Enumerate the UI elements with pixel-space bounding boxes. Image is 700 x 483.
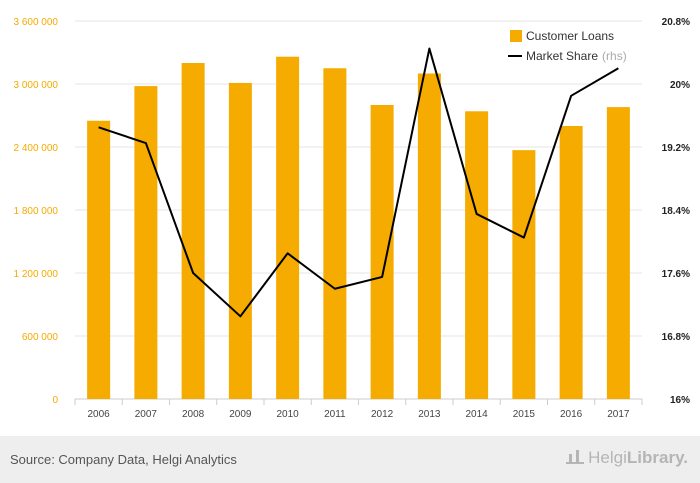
x-tick-label: 2016 bbox=[560, 409, 583, 420]
bar-customer-loans bbox=[559, 126, 583, 399]
x-tick-label: 2015 bbox=[513, 409, 536, 420]
bar-chart-icon bbox=[566, 448, 585, 464]
left-tick-label: 2 400 000 bbox=[14, 143, 59, 154]
bar-customer-loans bbox=[181, 63, 205, 399]
x-tick-label: 2007 bbox=[135, 409, 158, 420]
bars bbox=[87, 56, 630, 400]
left-axis: 0 600 000 1 200 000 1 800 000 2 400 000 3 000… bbox=[14, 17, 59, 406]
grid bbox=[75, 20, 642, 400]
legend-swatch-customer-loans bbox=[510, 30, 522, 42]
bar-customer-loans bbox=[323, 68, 347, 399]
legend-label-market-share-text: Market Share bbox=[526, 49, 598, 63]
right-tick-label: 20% bbox=[670, 80, 690, 91]
x-tick-label: 2006 bbox=[88, 409, 111, 420]
right-tick-label: 17.6% bbox=[662, 269, 690, 280]
left-tick-label: 1 200 000 bbox=[14, 269, 59, 280]
legend: Customer Loans Market Share (rhs) bbox=[508, 29, 627, 63]
x-tick-label: 2017 bbox=[607, 409, 630, 420]
x-tick-label: 2008 bbox=[182, 409, 205, 420]
right-tick-label: 18.4% bbox=[662, 206, 690, 217]
line-market-share bbox=[98, 47, 619, 318]
left-tick-label: 1 800 000 bbox=[14, 206, 59, 217]
bar-customer-loans bbox=[512, 150, 536, 399]
left-tick-label: 3 600 000 bbox=[14, 17, 59, 28]
right-tick-label: 19.2% bbox=[662, 143, 690, 154]
x-tick-label: 2012 bbox=[371, 409, 394, 420]
market-share-line bbox=[98, 47, 619, 318]
x-tick-label: 2010 bbox=[277, 409, 300, 420]
bar-customer-loans bbox=[465, 111, 489, 400]
right-axis: 16% 16.8% 17.6% 18.4% 19.2% 20% 20.8% bbox=[662, 17, 690, 406]
bar-customer-loans bbox=[276, 56, 300, 399]
bar-customer-loans bbox=[134, 86, 158, 399]
bar-customer-loans bbox=[228, 82, 252, 399]
x-tick-label: 2009 bbox=[229, 409, 252, 420]
logo-text-light: Helgi bbox=[588, 448, 627, 467]
logo-text-bold: Library. bbox=[626, 448, 688, 467]
legend-label-market-share: Market Share (rhs) bbox=[526, 49, 627, 63]
chart: 0 600 000 1 200 000 1 800 000 2 400 000 3 000… bbox=[14, 17, 691, 420]
x-tick-label: 2014 bbox=[466, 409, 489, 420]
bar-customer-loans bbox=[87, 120, 111, 399]
right-tick-label: 20.8% bbox=[662, 17, 690, 28]
bar-customer-loans bbox=[606, 107, 630, 399]
bar-customer-loans bbox=[417, 73, 441, 399]
footer: Source: Company Data, Helgi Analytics He… bbox=[0, 436, 700, 483]
right-tick-label: 16% bbox=[670, 395, 690, 406]
helgi-library-logo: HelgiLibrary. bbox=[566, 448, 688, 468]
right-tick-label: 16.8% bbox=[662, 332, 690, 343]
legend-label-market-share-suffix: (rhs) bbox=[602, 49, 627, 63]
left-tick-label: 600 000 bbox=[22, 332, 59, 343]
bar-customer-loans bbox=[370, 105, 394, 399]
left-tick-label: 3 000 000 bbox=[14, 80, 59, 91]
x-tick-label: 2013 bbox=[418, 409, 441, 420]
x-axis: 2006 2007 2008 2009 2010 2011 2012 2013 2014 2015… bbox=[74, 399, 643, 420]
left-tick-label: 0 bbox=[52, 395, 58, 406]
source-note: Source: Company Data, Helgi Analytics bbox=[10, 452, 237, 467]
x-tick-label: 2011 bbox=[324, 409, 346, 420]
legend-label-customer-loans: Customer Loans bbox=[526, 29, 614, 43]
